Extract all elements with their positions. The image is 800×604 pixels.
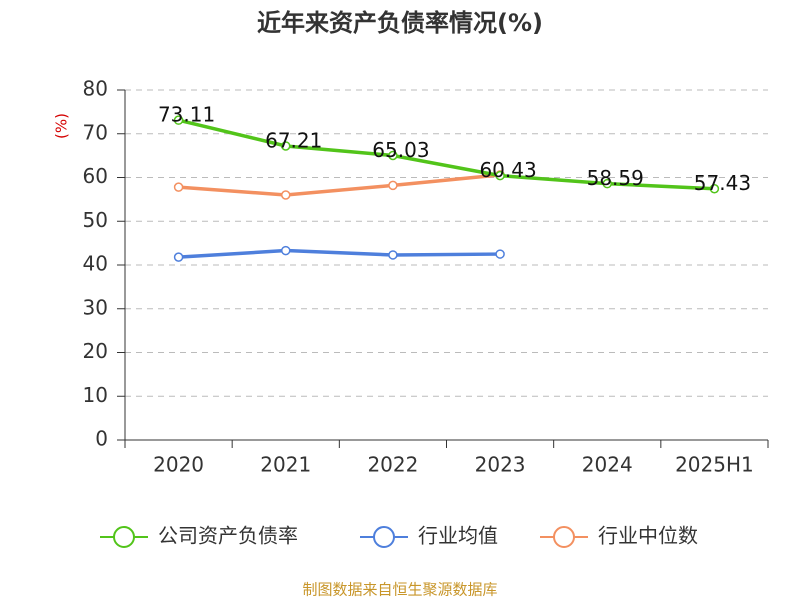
data-label: 58.59 [587, 166, 644, 190]
y-tick-label: 70 [83, 120, 108, 144]
data-point [173, 115, 184, 125]
series-line [178, 118, 715, 191]
data-point [281, 190, 291, 200]
data-point [602, 178, 612, 189]
x-tick-label: 2022 [367, 453, 418, 477]
data-point [388, 180, 398, 191]
x-tick-label: 2020 [153, 453, 204, 477]
data-point [173, 252, 184, 262]
data-label: 60.43 [479, 158, 536, 182]
y-tick-label: 40 [83, 252, 108, 276]
data-point [388, 250, 398, 260]
legend-label: 公司资产负债率 [158, 524, 298, 548]
x-tick-label: 2025H1 [675, 453, 754, 477]
data-point [388, 150, 398, 161]
data-point [173, 182, 184, 192]
legend-label: 行业均值 [418, 524, 498, 548]
y-tick-label: 20 [83, 339, 108, 363]
data-point [495, 170, 505, 181]
data-label: 67.21 [265, 128, 322, 152]
data-label: 57.43 [694, 171, 751, 195]
data-point [281, 141, 291, 151]
data-label: 65.03 [372, 138, 429, 162]
x-tick-label: 2024 [582, 453, 633, 477]
legend-label: 行业中位数 [598, 524, 698, 548]
legend-marker [113, 526, 135, 548]
y-tick-label: 30 [83, 295, 108, 319]
series-line [178, 248, 501, 259]
source-note: 制图数据来自恒生聚源数据库 [302, 581, 497, 599]
data-point [281, 245, 291, 256]
legend-marker [373, 526, 395, 548]
y-axis-label: (%) [53, 113, 71, 139]
chart-title: 近年来资产负债率情况(%) [257, 9, 543, 37]
y-tick-label: 0 [95, 427, 108, 451]
y-tick-label: 80 [83, 77, 108, 101]
y-tick-label: 60 [83, 164, 108, 188]
y-tick-label: 50 [83, 208, 108, 232]
series-line [178, 173, 501, 197]
data-point [495, 249, 505, 259]
legend-marker [553, 526, 575, 548]
data-label: 73.11 [158, 103, 215, 127]
x-tick-label: 2023 [475, 453, 526, 477]
data-point [709, 183, 720, 194]
y-tick-label: 10 [83, 383, 108, 407]
x-tick-label: 2021 [260, 453, 311, 477]
